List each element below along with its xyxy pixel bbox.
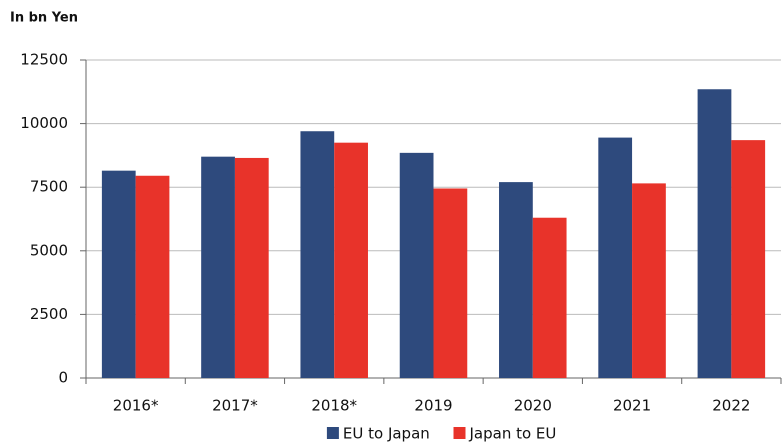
bar [697,89,732,379]
legend-swatch [453,427,466,439]
y-tick-label: 10000 [20,114,68,132]
x-tick-label: 2019 [414,397,452,415]
x-tick-label: 2021 [613,397,651,415]
y-tick-label: 0 [58,369,68,387]
chart-title: In bn Yen [10,11,78,26]
y-tick-label: 12500 [20,51,68,69]
bar [499,182,533,378]
legend-label: EU to Japan [343,425,430,443]
bar [632,183,666,378]
bar [598,137,633,378]
x-tick-label: 2018* [311,397,357,415]
bar [532,217,567,378]
y-tick-label: 5000 [30,241,68,259]
x-tick-label: 2016* [113,397,159,415]
bar [201,156,235,378]
bar [399,152,434,378]
bar [433,188,468,378]
x-tick-label: 2020 [514,397,552,415]
bar [300,131,335,378]
bar [101,170,136,378]
bar [135,175,170,378]
y-tick-label: 2500 [30,305,68,323]
x-tick-label: 2022 [712,397,750,415]
legend-swatch [326,427,339,439]
legend-label: Japan to EU [469,425,557,443]
x-tick-label: 2017* [212,397,258,415]
bar [334,142,368,378]
bar [731,140,766,378]
bar [234,157,269,378]
y-tick-label: 7500 [30,178,68,196]
